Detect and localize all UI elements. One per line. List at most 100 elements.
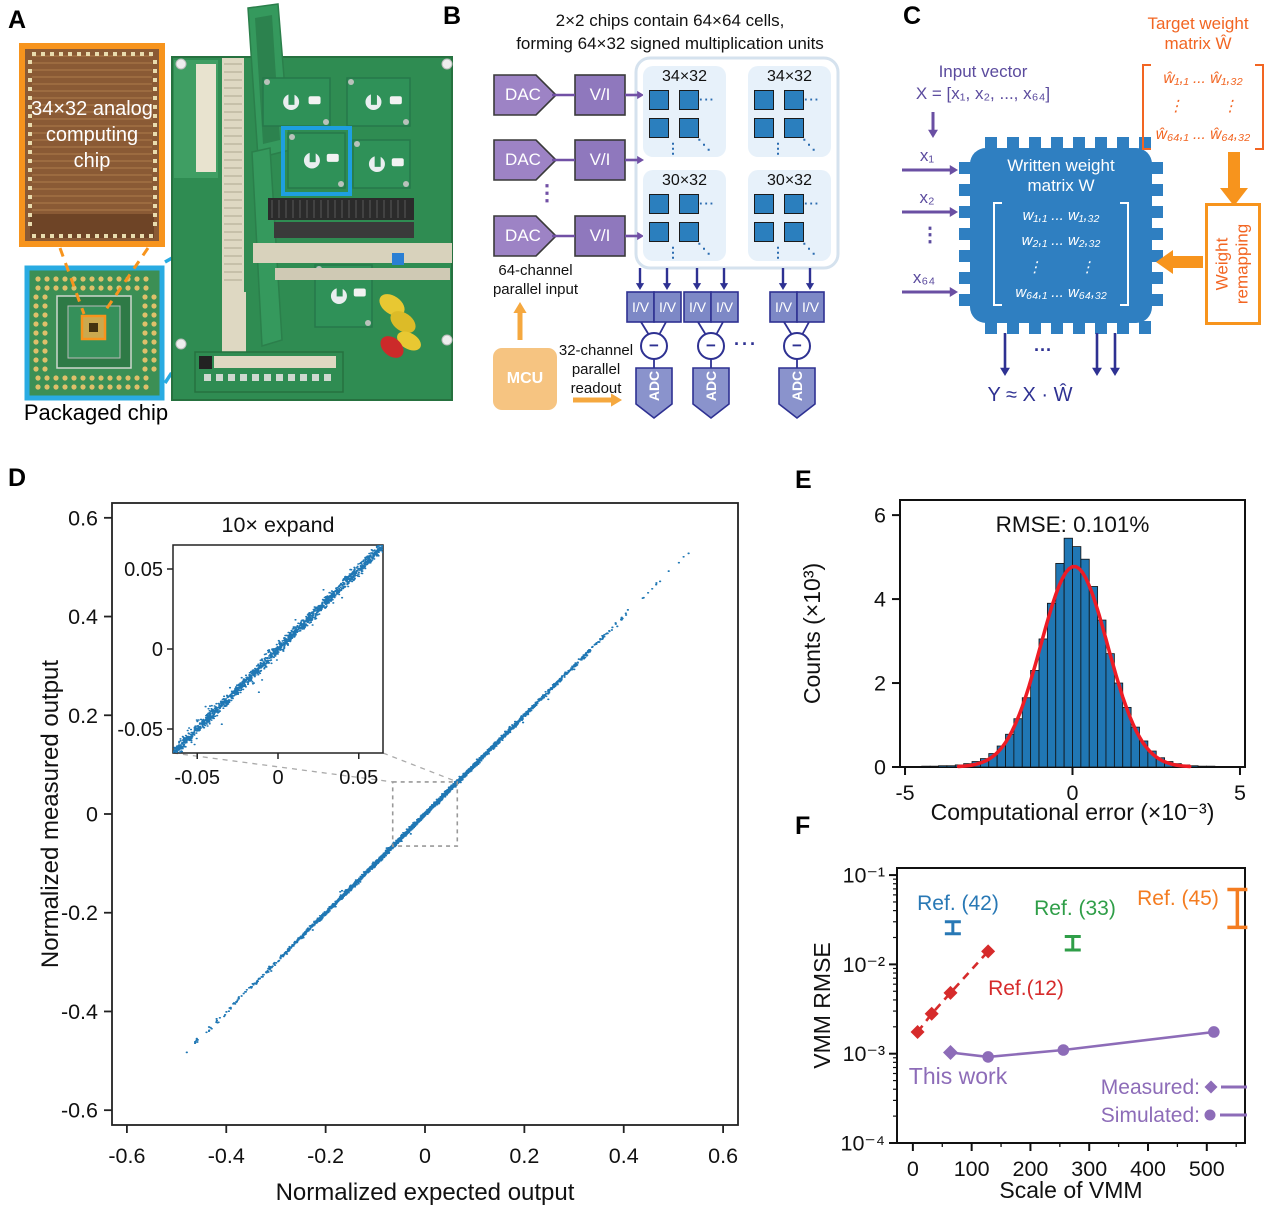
inset-scatter-points <box>173 545 383 753</box>
chip-tile: 34×32 ··· ⋮ ⋱ <box>643 66 726 157</box>
svg-text:0: 0 <box>419 1144 431 1168</box>
adc-label: ADC <box>703 370 719 402</box>
vi-label: V/I <box>589 226 611 245</box>
svg-text:-5: -5 <box>895 781 914 805</box>
svg-text:VMM RMSE: VMM RMSE <box>809 942 835 1069</box>
iv-label: I/V <box>658 299 677 315</box>
v-dots-icon: ⋮ <box>771 140 785 156</box>
v-dots-icon: ⋮ <box>771 244 785 260</box>
svg-text:4: 4 <box>874 588 886 612</box>
matrix-row: ŵ₆₄,₁ ... ŵ₆₄,₃₂ <box>1155 126 1251 144</box>
written-weight-chip <box>970 148 1152 323</box>
ref33-label: Ref. (33) <box>1034 897 1116 920</box>
matrix-bracket-left <box>1142 64 1151 150</box>
iv-label: I/V <box>774 299 793 315</box>
svg-text:0: 0 <box>152 639 163 661</box>
minus-sign: − <box>706 336 716 355</box>
circle-marker <box>982 1051 994 1063</box>
mac-cell-square <box>754 118 774 138</box>
svg-text:Computational error (×10⁻³): Computational error (×10⁻³) <box>931 799 1215 825</box>
svg-text:0.4: 0.4 <box>68 605 98 629</box>
svg-text:0.4: 0.4 <box>609 1144 639 1168</box>
panel-letter-c: C <box>903 2 922 30</box>
histogram-bar <box>1080 558 1090 768</box>
diamond-marker <box>942 1045 958 1061</box>
gaussian-fit-curve <box>956 564 1192 769</box>
svg-text:400: 400 <box>1130 1157 1166 1181</box>
iv-label: I/V <box>631 299 650 315</box>
svg-text:-0.6: -0.6 <box>108 1144 145 1168</box>
svg-text:-0.4: -0.4 <box>208 1144 245 1168</box>
svg-text:-0.4: -0.4 <box>61 1000 98 1024</box>
hardware-photo-graphic <box>19 3 453 401</box>
ref12-label: Ref.(12) <box>988 977 1064 1000</box>
svg-text:-0.05: -0.05 <box>174 767 220 789</box>
minus-sign: − <box>792 336 802 355</box>
mac-cell-square <box>649 194 669 214</box>
svg-text:-0.6: -0.6 <box>61 1099 98 1123</box>
svg-text:300: 300 <box>1071 1157 1107 1181</box>
output-dots: ··· <box>1034 340 1052 360</box>
svg-text:10⁻⁴: 10⁻⁴ <box>840 1132 885 1156</box>
scatter-plot-panel-d: -0.6 -0.4 -0.2 0 0.2 0.4 0.6 0.6 0.4 0.2 0 -0.2 -0.4… <box>37 502 739 1206</box>
matrix-row: ⋮ ⋮ <box>1168 98 1238 116</box>
matrix-row: ŵ₁,₁ ... ŵ₁,₃₂ <box>1163 69 1243 87</box>
matrix-bracket-left <box>993 202 1002 306</box>
svg-text:-0.2: -0.2 <box>307 1144 344 1168</box>
svg-text:-0.05: -0.05 <box>117 719 163 741</box>
packaged-chip-caption: Packaged chip <box>23 400 169 425</box>
svg-text:0.2: 0.2 <box>509 1144 539 1168</box>
adc-shape <box>692 367 730 420</box>
mac-cell-square <box>679 222 699 242</box>
input-vector-title: Input vector <box>938 62 1028 81</box>
chip-tile: 30×32 ··· ⋮ ⋱ <box>643 170 726 261</box>
svg-text:10⁻²: 10⁻² <box>843 953 885 977</box>
mac-cell-square <box>649 90 669 110</box>
legend-simulated-label: Simulated: <box>1101 1104 1200 1127</box>
dac-column-dots: ⋮ <box>536 180 558 205</box>
remap-down-arrow <box>1220 152 1248 206</box>
v-dots-icon: ⋮ <box>666 244 680 260</box>
input-vector-equation: X = [x₁, x₂, ..., x₆₄] <box>915 84 1051 103</box>
orange-guide-line <box>58 247 86 315</box>
panel-b-block-diagram: 2×2 chips contain 64×64 cells, forming 6… <box>440 0 880 460</box>
axes-box <box>896 867 1246 1144</box>
svg-text:-0.2: -0.2 <box>61 901 98 925</box>
dac-shape <box>493 139 558 181</box>
matrix-row: w₆₄,₁ ... w₆₄,₃₂ <box>1015 283 1107 301</box>
adc-shape <box>635 367 673 420</box>
diamond-marker <box>924 1006 939 1021</box>
chip-tile-label: 34×32 <box>767 68 812 85</box>
svg-text:Normalized expected output: Normalized expected output <box>276 1179 575 1206</box>
panel-letter-b: B <box>443 2 462 30</box>
chip-tile-label: 34×32 <box>662 68 707 85</box>
svg-text:Counts (×10³): Counts (×10³) <box>799 563 825 704</box>
histogram-panel-e: RMSE: 0.101% -5 0 5 0 2 4 6 Computational error … <box>799 499 1246 825</box>
mac-cell-square <box>679 118 699 138</box>
matrix-bracket-right <box>1255 64 1264 150</box>
written-matrix-title: Written weight matrix W <box>1007 156 1115 195</box>
weight-remapping-label: Weight remapping <box>1212 223 1252 305</box>
diag-dots-icon: ⋱ <box>802 240 816 256</box>
mac-cell-square <box>754 90 774 110</box>
panel-b-title: 2×2 chips contain 64×64 cells, forming 6… <box>516 11 824 53</box>
svg-text:0: 0 <box>874 756 886 780</box>
diamond-marker <box>981 944 996 959</box>
die-photo-caption: 34×32 analog computing chip <box>31 98 153 172</box>
mac-cell-square <box>784 90 804 110</box>
mac-cell-square <box>784 222 804 242</box>
svg-text:Normalized measured output: Normalized measured output <box>37 660 64 968</box>
histogram-bar <box>1072 546 1082 768</box>
histogram-bar <box>1097 619 1107 768</box>
dac-label: DAC <box>505 226 541 245</box>
minus-sign: − <box>649 336 659 355</box>
histogram-bar <box>1088 586 1099 768</box>
svg-text:0.05: 0.05 <box>124 559 163 581</box>
mac-cell-square <box>649 118 669 138</box>
diamond-marker <box>1204 1080 1218 1094</box>
input-caption: 64-channel parallel input <box>492 262 579 298</box>
svg-text:0: 0 <box>272 767 283 789</box>
diag-dots-icon: ⋱ <box>802 136 816 152</box>
histogram-bar <box>1046 602 1057 768</box>
